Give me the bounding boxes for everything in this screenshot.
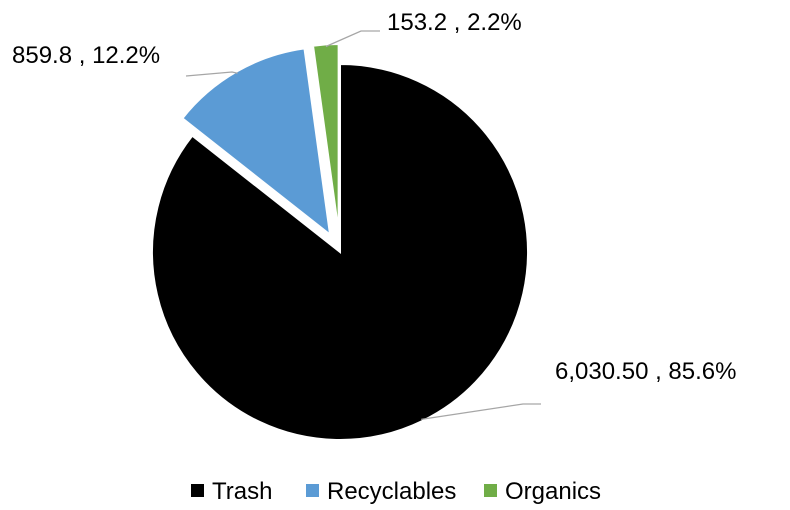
leader-line-organics: [325, 30, 380, 48]
legend: Trash Recyclables Organics: [191, 478, 601, 505]
pie-slice-recyclables: [180, 47, 332, 237]
leader-line-trash: [421, 403, 541, 420]
legend-label-organics: Organics: [505, 478, 601, 505]
pie-slice-organics: [311, 43, 340, 233]
data-label-trash: 6,030.50 , 85.6%: [555, 358, 736, 385]
leader-line-recyclables: [185, 71, 238, 77]
legend-swatch-recyclables: [306, 484, 319, 497]
pie-slice-trash: [151, 62, 529, 441]
legend-item-trash: Trash: [191, 478, 272, 505]
legend-item-recyclables: Recyclables: [306, 478, 456, 505]
legend-swatch-organics: [484, 484, 497, 497]
data-label-organics: 153.2 , 2.2%: [387, 9, 522, 36]
data-label-recyclables: 859.8 , 12.2%: [12, 42, 160, 69]
legend-label-trash: Trash: [212, 478, 272, 505]
pie-slices: [151, 43, 529, 441]
legend-item-organics: Organics: [484, 478, 601, 505]
legend-swatch-trash: [191, 484, 204, 497]
leader-lines: [185, 30, 541, 420]
legend-label-recyclables: Recyclables: [327, 478, 456, 505]
